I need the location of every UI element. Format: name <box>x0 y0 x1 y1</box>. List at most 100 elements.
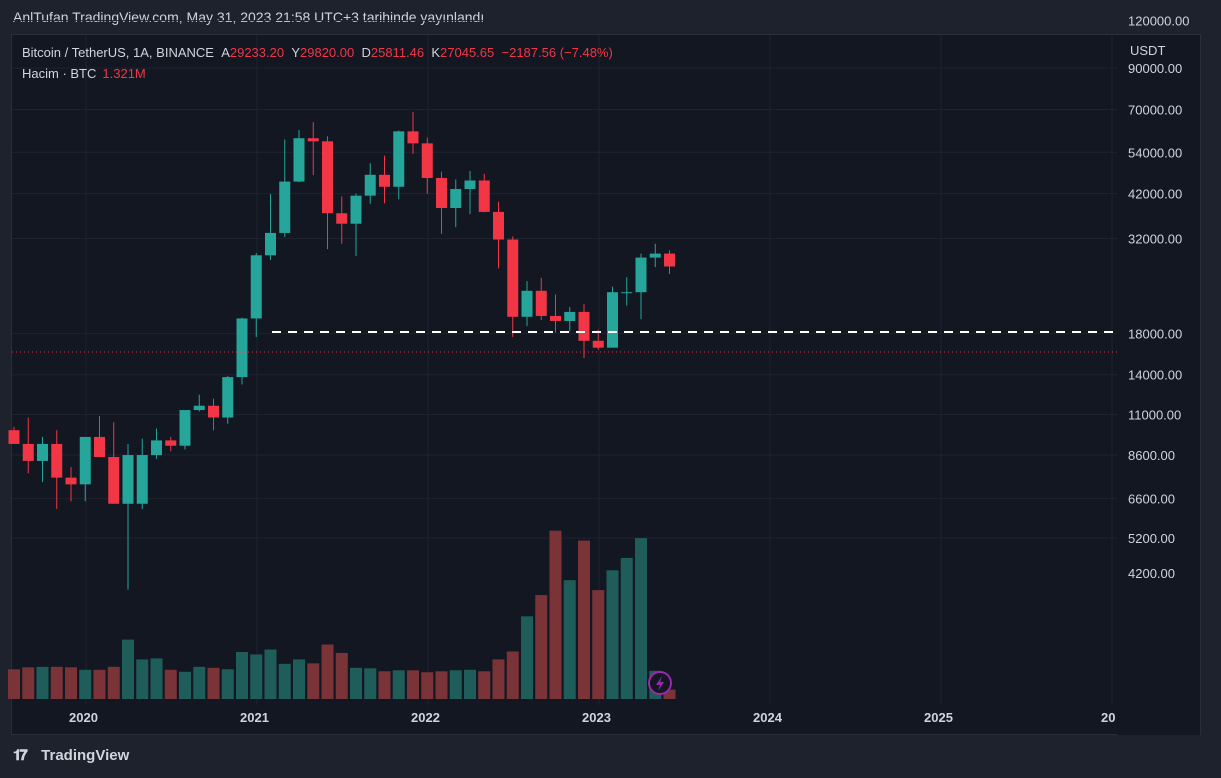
volume-legend: Hacim · BTC 1.321M <box>22 66 146 81</box>
volume-bar <box>264 649 277 699</box>
candle-body <box>208 405 219 418</box>
y-tick-label: 11000.00 <box>1128 407 1181 422</box>
volume-bar <box>478 671 491 699</box>
volume-bar <box>179 671 191 699</box>
candle-body <box>279 181 291 233</box>
y-tick-label: 8600.00 <box>1128 448 1175 463</box>
x-tick-label: 2021 <box>240 710 269 725</box>
volume-bar <box>563 580 576 699</box>
candle-body <box>635 257 647 293</box>
candle-body <box>564 311 576 321</box>
volume-bar <box>506 651 519 699</box>
tradingview-brand[interactable]: 𝟏𝟕 TradingView <box>13 747 129 764</box>
candle-body <box>222 377 234 418</box>
candle-body <box>22 443 34 461</box>
volume-bar <box>122 639 134 699</box>
volume-bar <box>150 658 163 699</box>
y-tick-label: 18000.00 <box>1128 326 1182 341</box>
candle-body <box>379 174 390 187</box>
close-label: K <box>431 45 441 60</box>
candle-body <box>493 211 504 240</box>
candle-body <box>250 255 262 319</box>
volume-bar <box>435 671 448 699</box>
volume-bar <box>136 659 149 699</box>
candle-body <box>621 292 633 294</box>
tradingview-logo-icon: 𝟏𝟕 <box>13 747 28 764</box>
x-tick-label: 20 <box>1101 710 1115 725</box>
price-axis-bg <box>1117 35 1200 735</box>
y-tick-label: 5200.00 <box>1128 531 1175 546</box>
candle-body <box>293 138 305 182</box>
currency-label: USDT <box>1130 43 1165 58</box>
y-tick-label: 120000.00 <box>1128 14 1189 29</box>
volume-bar <box>107 666 120 699</box>
volume-bar <box>392 670 405 699</box>
x-tick-label: 2022 <box>411 710 440 725</box>
high-value: 29820.00 <box>300 45 355 60</box>
time-axis: 2020 2021 2022 2023 2024 2025 20 <box>69 710 1115 725</box>
candle-body <box>507 239 519 317</box>
volume-bar <box>207 667 220 699</box>
candle-body <box>307 138 319 142</box>
volume-bar <box>592 590 605 699</box>
volume-bar <box>250 654 263 699</box>
candle-body <box>151 440 162 456</box>
volume-label: Hacim · BTC <box>22 66 97 81</box>
price-axis: USDT 120000.00 90000.00 70000.00 54000.00 420… <box>1117 14 1200 735</box>
y-tick-label: 42000.00 <box>1128 187 1182 202</box>
volume-bar <box>278 663 291 699</box>
volume-bar <box>307 663 320 699</box>
candle-body <box>108 456 120 504</box>
candle-body <box>265 232 276 256</box>
volume-bar <box>8 669 20 699</box>
x-tick-label: 2023 <box>582 710 611 725</box>
volume-bar <box>36 666 49 699</box>
y-tick-label: 70000.00 <box>1128 102 1182 117</box>
ohlc-legend: Bitcoin / TetherUS, 1A, BINANCE A29233.2… <box>22 45 613 60</box>
open-value: 29233.20 <box>229 45 285 60</box>
volume-bar <box>350 667 362 699</box>
volume-bar <box>549 530 562 699</box>
candle-body <box>94 436 105 457</box>
volume-bar <box>464 669 476 699</box>
volume-bar <box>50 666 63 699</box>
volume-bar <box>378 671 391 699</box>
volume-bar <box>164 669 177 699</box>
change-value: −2187.56 (−7.48%) <box>501 45 613 60</box>
volume-bar <box>663 689 676 699</box>
volume-bar <box>65 667 77 699</box>
low-value: 25811.46 <box>370 45 425 60</box>
volume-bar <box>449 670 462 699</box>
candle-body <box>550 315 561 321</box>
candle-body <box>122 455 134 504</box>
lightning-icon <box>656 676 664 691</box>
candle-body <box>165 440 177 446</box>
y-tick-label: 6600.00 <box>1128 492 1175 507</box>
candle-body <box>193 405 205 411</box>
candle-body <box>521 290 533 317</box>
volume-bar <box>335 652 348 699</box>
candle-body <box>136 455 148 504</box>
candle-body <box>79 436 91 485</box>
chart-panel[interactable] <box>11 34 1201 735</box>
candle-body <box>578 311 590 341</box>
candle-body <box>649 253 661 258</box>
candle-body <box>450 189 462 209</box>
candle-body <box>179 410 191 446</box>
candle-body <box>464 180 476 190</box>
volume-bar <box>606 570 619 699</box>
candle-body <box>51 443 63 478</box>
candle-body <box>664 253 675 267</box>
candle-body <box>65 477 77 485</box>
volume-bar <box>93 669 106 699</box>
y-tick-label: 54000.00 <box>1128 145 1182 160</box>
volume-bar <box>236 651 248 699</box>
x-tick-label: 2025 <box>924 710 953 725</box>
symbol-label: Bitcoin / TetherUS, 1A, BINANCE <box>22 45 214 60</box>
volume-bar <box>635 538 647 699</box>
brand-name: TradingView <box>41 747 130 764</box>
candle-body <box>350 195 362 224</box>
candle-body <box>236 318 248 378</box>
open-label: A <box>221 45 230 60</box>
